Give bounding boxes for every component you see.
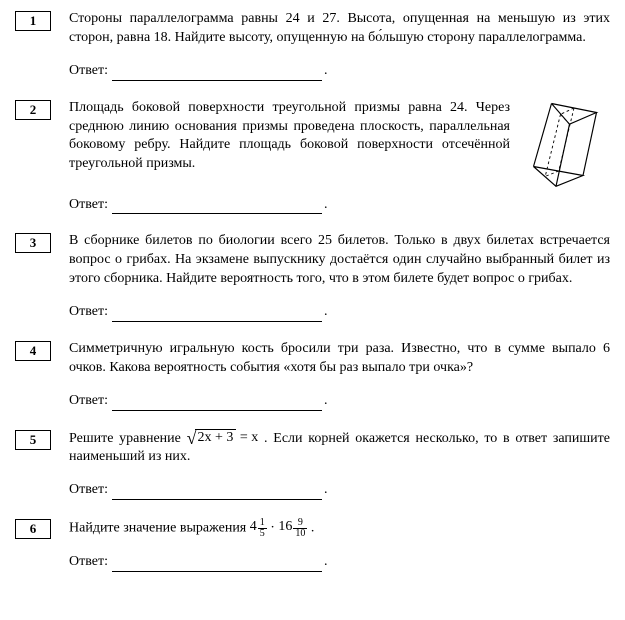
problem-body: Найдите значение выражения 415 · 16910 .… <box>69 518 610 572</box>
problem-text: Площадь боковой поверхности треугольной … <box>69 99 520 175</box>
problem-text: Симметричную игральную кость бросили три… <box>69 340 610 378</box>
problem-number-box: 1 <box>15 11 51 31</box>
answer-row: Ответ: . <box>69 62 610 81</box>
problem-body: Стороны параллелограмма равны 24 и 27. В… <box>69 10 610 81</box>
text-before: Найдите значение выражения <box>69 521 250 536</box>
problem-number-box: 5 <box>15 430 51 450</box>
base-1: 4 <box>250 519 257 534</box>
sqrt-radicand: 2x + 3 <box>195 429 237 447</box>
problem-number-box: 4 <box>15 341 51 361</box>
answer-line <box>112 557 322 572</box>
answer-dot: . <box>324 553 328 572</box>
equation: √ 2x + 3 = x <box>187 429 259 448</box>
answer-line <box>112 66 322 81</box>
problem-3: 3 В сборнике билетов по биологии всего 2… <box>15 232 610 322</box>
denominator: 10 <box>293 528 307 539</box>
answer-label: Ответ: <box>69 481 108 500</box>
prism-figure <box>520 99 610 196</box>
answer-dot: . <box>324 392 328 411</box>
problem-text: Найдите значение выражения 415 · 16910 . <box>69 518 610 539</box>
answer-dot: . <box>324 196 328 215</box>
expression: 415 · 16910 <box>250 518 308 539</box>
problem-1: 1 Стороны параллелограмма равны 24 и 27.… <box>15 10 610 81</box>
frac-2: 910 <box>293 518 307 539</box>
answer-dot: . <box>324 303 328 322</box>
answer-row: Ответ: . <box>69 303 610 322</box>
denominator: 5 <box>258 528 267 539</box>
problem-2: 2 Площадь боковой поверхности треугольно… <box>15 99 610 215</box>
problem-body: Симметричную игральную кость бросили три… <box>69 340 610 411</box>
problem-text: Решите уравнение √ 2x + 3 = x . Если кор… <box>69 429 610 468</box>
problem-6: 6 Найдите значение выражения 415 · 16910… <box>15 518 610 572</box>
answer-label: Ответ: <box>69 553 108 572</box>
answer-label: Ответ: <box>69 196 108 215</box>
answer-label: Ответ: <box>69 303 108 322</box>
problem-4: 4 Симметричную игральную кость бросили т… <box>15 340 610 411</box>
frac-1: 15 <box>258 518 267 539</box>
base-2: 16 <box>278 519 292 534</box>
eq-rhs: = x <box>240 430 258 445</box>
sqrt: √ 2x + 3 <box>187 429 237 447</box>
answer-line <box>112 396 322 411</box>
problem-body: Площадь боковой поверхности треугольной … <box>69 99 610 215</box>
answer-line <box>112 199 322 214</box>
problem-text: В сборнике билетов по биологии всего 25 … <box>69 232 610 289</box>
problem-5: 5 Решите уравнение √ 2x + 3 = x . Если к… <box>15 429 610 500</box>
text-before: Решите уравнение <box>69 430 187 445</box>
power-2: 16910 <box>278 518 307 539</box>
exp-1: 15 <box>258 518 267 539</box>
mult-dot: · <box>270 521 278 536</box>
answer-row: Ответ: . <box>69 196 610 215</box>
text-after: . <box>311 521 315 536</box>
answer-row: Ответ: . <box>69 392 610 411</box>
numerator: 1 <box>258 518 267 528</box>
problem-number-box: 6 <box>15 519 51 539</box>
answer-label: Ответ: <box>69 62 108 81</box>
answer-row: Ответ: . <box>69 553 610 572</box>
problem-body: Решите уравнение √ 2x + 3 = x . Если кор… <box>69 429 610 500</box>
problem-text: Стороны параллелограмма равны 24 и 27. В… <box>69 10 610 48</box>
answer-line <box>112 307 322 322</box>
answer-dot: . <box>324 62 328 81</box>
numerator: 9 <box>293 518 307 528</box>
exp-2: 910 <box>293 518 307 539</box>
power-1: 415 <box>250 518 267 539</box>
problem-with-figure: Площадь боковой поверхности треугольной … <box>69 99 610 196</box>
answer-row: Ответ: . <box>69 481 610 500</box>
answer-line <box>112 485 322 500</box>
problem-number-box: 3 <box>15 233 51 253</box>
answer-dot: . <box>324 481 328 500</box>
problem-number-box: 2 <box>15 100 51 120</box>
problem-body: В сборнике билетов по биологии всего 25 … <box>69 232 610 322</box>
answer-label: Ответ: <box>69 392 108 411</box>
prism-svg <box>520 99 610 189</box>
